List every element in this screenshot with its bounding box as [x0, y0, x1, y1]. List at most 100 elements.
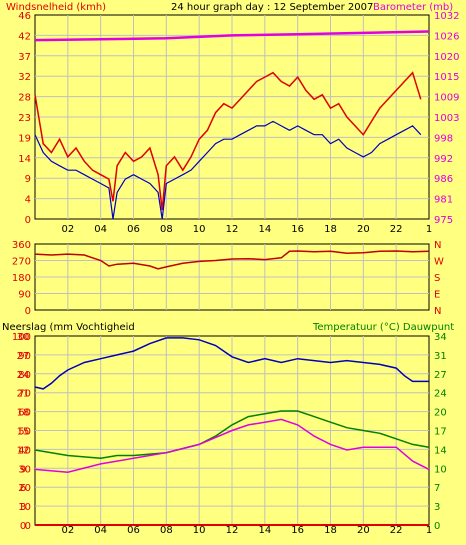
humidity-y-tick: 10 [18, 502, 31, 513]
humidity-line [34, 337, 429, 390]
wind-y2-tick: 1032 [434, 11, 459, 22]
wind-y-tick: 28 [18, 93, 31, 104]
humidity-x-tick: 20 [357, 525, 370, 536]
wind-y2-tick: 1015 [434, 72, 459, 83]
direction-y2-tick: E [434, 290, 440, 301]
wind-y-tick: 37 [18, 52, 31, 63]
humidity-x-tick: 02 [61, 525, 74, 536]
wind-y-tick: 46 [18, 11, 31, 22]
direction-y-tick: 0 [25, 306, 31, 317]
humidity-y2-tick: 31 [434, 351, 447, 362]
barometer-line [34, 30, 430, 42]
wind-y-tick: 4 [25, 195, 31, 206]
direction-y-tick: 360 [12, 240, 31, 251]
wind-y2-tick: 986 [434, 174, 453, 185]
humidity-x-tick: 18 [324, 525, 337, 536]
wind-x-tick: 10 [193, 224, 206, 235]
humidity-y-tick: 0 [25, 521, 31, 532]
humidity-y-tick: 50 [18, 427, 31, 438]
humidity-x-tick: 08 [160, 525, 173, 536]
rain-humidity-axis-title: Neerslag (mm Vochtigheid [2, 322, 135, 333]
rain-y-tick: 9 [20, 464, 26, 475]
wind-y2-tick: 1003 [434, 113, 459, 124]
humidity-y-tick: 40 [18, 445, 31, 456]
wind-y2-tick: 998 [434, 133, 453, 144]
wind-y2-tick: 1009 [434, 93, 459, 104]
humidity-y-tick: 70 [18, 389, 31, 400]
humidity-y2-tick: 14 [434, 445, 447, 456]
humidity-x-tick: 14 [258, 525, 271, 536]
rain-y-tick: 27 [17, 351, 30, 362]
wind-y2-tick: 981 [434, 195, 453, 206]
direction-y2-tick: W [434, 257, 444, 268]
humidity-temperature-panel: Neerslag (mm Vochtigheid Temperatuur (°C… [2, 322, 454, 536]
rain-y-tick: 30 [17, 332, 30, 343]
windspeed-line [34, 71, 422, 211]
wind-y-tick: 19 [18, 133, 31, 144]
humidity-x-tick: 12 [226, 525, 239, 536]
wind-x-tick: 06 [127, 224, 140, 235]
humidity-y-tick: 90 [18, 351, 31, 362]
rain-y-tick: 3 [20, 502, 26, 513]
wind-x-tick: 22 [390, 224, 403, 235]
humidity-x-tick: 1 [426, 525, 432, 536]
wind-y-tick: 0 [25, 215, 31, 226]
wind-x-tick: 18 [324, 224, 337, 235]
barometer-axis-title: Barometer (mb) [373, 2, 453, 13]
humidity-x-tick: 22 [390, 525, 403, 536]
windspeed-axis-title: Windsnelheid (kmh) [6, 2, 106, 13]
rain-y-tick: 24 [17, 370, 30, 381]
humidity-x-tick: 10 [193, 525, 206, 536]
rain-y-tick: 21 [17, 389, 30, 400]
wind-x-tick: 14 [258, 224, 271, 235]
wind-x-tick: 16 [291, 224, 304, 235]
wind-x-tick: 08 [160, 224, 173, 235]
wind-y-tick: 23 [18, 113, 31, 124]
humidity-y2-tick: 24 [434, 389, 447, 400]
rain-y-tick: 0 [20, 521, 26, 532]
humidity-y-tick: 30 [18, 464, 31, 475]
wind-direction-panel: 360 N 270 W 180 S 90 E 0 N [12, 240, 444, 317]
humidity-y2-tick: 10 [434, 464, 447, 475]
wind-average-line [34, 120, 422, 220]
humidity-x-tick: 04 [94, 525, 107, 536]
direction-y2-tick: N [434, 306, 441, 317]
wind-y-tick: 9 [25, 174, 31, 185]
direction-y2-tick: S [434, 273, 440, 284]
humidity-y-tick: 100 [12, 332, 31, 343]
humidity-y2-tick: 20 [434, 408, 447, 419]
wind-x-tick: 20 [357, 224, 370, 235]
wind-y-tick: 32 [18, 72, 31, 83]
humidity-y-tick: 80 [18, 370, 31, 381]
temperature-line [34, 410, 430, 460]
wind-x-tick: 1 [426, 224, 432, 235]
wind-y2-tick: 992 [434, 154, 453, 165]
humidity-y2-tick: 3 [434, 502, 440, 513]
wind-x-tick: 02 [61, 224, 74, 235]
direction-y-tick: 90 [18, 290, 31, 301]
temperature-dewpoint-axis-title: Temperatuur (°C) Dauwpunt [312, 322, 454, 333]
wind-y2-tick: 1020 [434, 52, 459, 63]
humidity-y2-tick: 27 [434, 370, 447, 381]
humidity-x-tick: 06 [127, 525, 140, 536]
humidity-y2-tick: 7 [434, 483, 440, 494]
chart-title: 24 hour graph day : 12 September 2007 [171, 2, 373, 13]
wind-y2-tick: 975 [434, 215, 453, 226]
direction-y-tick: 180 [12, 273, 31, 284]
wind-y-tick: 14 [18, 154, 31, 165]
humidity-x-tick: 16 [291, 525, 304, 536]
direction-y-tick: 270 [12, 257, 31, 268]
wind-y2-tick: 1026 [434, 31, 459, 42]
rain-y-tick: 18 [17, 408, 30, 419]
humidity-y2-tick: 0 [434, 521, 440, 532]
wind-x-tick: 12 [226, 224, 239, 235]
humidity-y2-tick: 34 [434, 332, 447, 343]
humidity-y-tick: 60 [18, 408, 31, 419]
wind-direction-line [34, 250, 430, 270]
humidity-y-tick: 20 [18, 483, 31, 494]
humidity-y2-tick: 17 [434, 427, 447, 438]
